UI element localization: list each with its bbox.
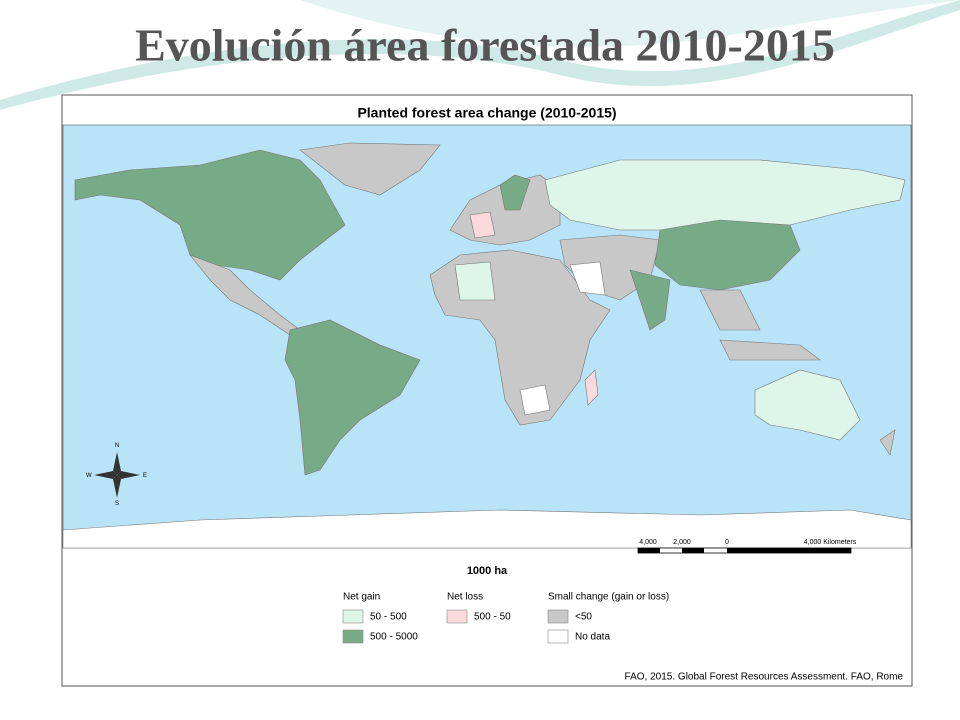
legend-swatch [547, 629, 569, 644]
source: FAO, 2015. Global Forest Resources Asses… [625, 672, 904, 683]
decor-wave [0, 0, 960, 110]
legend-heading: Small change (gain or loss) [548, 592, 669, 603]
land [62, 142, 912, 549]
unit-label: 1000 ha [467, 565, 508, 577]
decor-wave [300, 0, 960, 47]
scale-label: 4,000 [639, 539, 657, 546]
compass-label: S [115, 501, 119, 507]
scale-bar [637, 547, 852, 554]
legend-label: No data [575, 632, 610, 643]
compass-label: E [143, 473, 147, 479]
legend-label: 50 - 500 [370, 612, 407, 623]
legend-heading: Net loss [447, 592, 483, 603]
legend-swatch [547, 609, 569, 624]
compass: N S E W [86, 443, 147, 507]
legend: Net gain 50 - 500 500 - 5000 Net loss 500 - … [342, 592, 669, 644]
scale-label: 4,000 Kilometers [804, 539, 857, 546]
slide-title: Evolución área forestada 2010-2015 [135, 20, 835, 71]
legend-heading: Net gain [343, 592, 380, 603]
legend-swatch [342, 609, 364, 624]
legend-swatch [446, 609, 468, 624]
scale-label: 2,000 [673, 539, 691, 546]
scale-labels: 4,000 2,000 0 4,000 Kilometers [639, 539, 857, 546]
compass-label: N [115, 443, 119, 449]
map-title: Planted forest area change (2010-2015) [357, 105, 616, 121]
scale-label: 0 [725, 539, 729, 546]
legend-label: <50 [575, 612, 592, 623]
legend-label: 500 - 50 [474, 612, 511, 623]
legend-swatch [342, 629, 364, 644]
legend-label: 500 - 5000 [370, 632, 418, 643]
compass-label: W [86, 473, 92, 479]
